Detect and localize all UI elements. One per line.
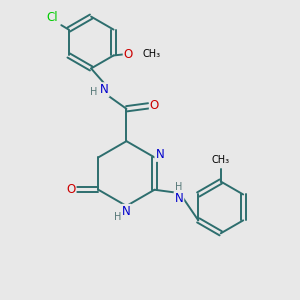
- Text: N: N: [100, 83, 109, 96]
- Text: CH₃: CH₃: [212, 155, 230, 165]
- Text: O: O: [124, 47, 133, 61]
- Text: CH₃: CH₃: [142, 49, 160, 59]
- Text: N: N: [175, 192, 183, 205]
- Text: Cl: Cl: [47, 11, 58, 24]
- Text: N: N: [155, 148, 164, 161]
- Text: N: N: [122, 205, 131, 218]
- Text: O: O: [66, 183, 76, 196]
- Text: O: O: [150, 99, 159, 112]
- Text: H: H: [114, 212, 121, 222]
- Text: H: H: [90, 87, 97, 97]
- Text: H: H: [175, 182, 183, 192]
